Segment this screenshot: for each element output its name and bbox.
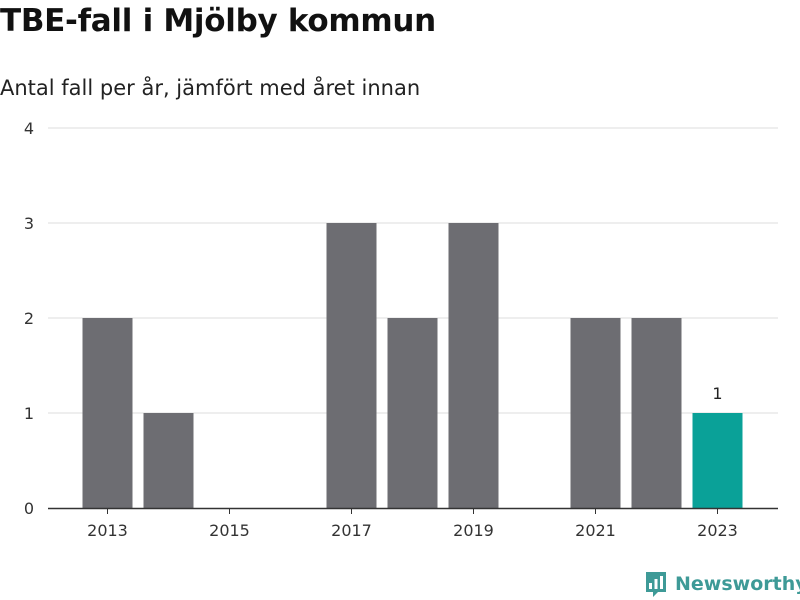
bar-chart: 1 0 1 2 3 4 2013 2015 2017 2019 2021 2023 — [24, 119, 778, 540]
x-tick-label: 2021 — [575, 521, 616, 540]
data-label: 1 — [712, 384, 722, 403]
newsworthy-logo-icon — [646, 572, 666, 597]
x-tick-label: 2023 — [697, 521, 738, 540]
bar-2021 — [570, 318, 621, 508]
bar-2018 — [387, 318, 438, 508]
y-axis: 0 1 2 3 4 — [24, 119, 34, 518]
x-tick-label: 2017 — [331, 521, 372, 540]
x-axis: 2013 2015 2017 2019 2021 2023 — [48, 507, 778, 540]
y-tick-label: 0 — [24, 499, 34, 518]
newsworthy-logo: Newsworthy — [644, 569, 800, 599]
chart-subtitle: Antal fall per år, jämfört med året inna… — [0, 76, 421, 100]
bars — [82, 223, 743, 508]
y-tick-label: 2 — [24, 309, 34, 328]
y-tick-label: 3 — [24, 214, 34, 233]
x-tick-label: 2019 — [453, 521, 494, 540]
bar-2014 — [143, 413, 194, 508]
chart-title: TBE-fall i Mjölby kommun — [0, 3, 436, 39]
bar-2023 — [692, 413, 743, 508]
brand-name: Newsworthy — [675, 573, 800, 595]
bar-2022 — [631, 318, 682, 508]
y-tick-label: 4 — [24, 119, 34, 138]
x-tick-label: 2013 — [87, 521, 128, 540]
bar-2017 — [326, 223, 377, 508]
x-tick-label: 2015 — [209, 521, 250, 540]
bar-2019 — [448, 223, 499, 508]
y-tick-label: 1 — [24, 404, 34, 423]
bar-2013 — [82, 318, 133, 508]
data-labels: 1 — [712, 384, 722, 403]
